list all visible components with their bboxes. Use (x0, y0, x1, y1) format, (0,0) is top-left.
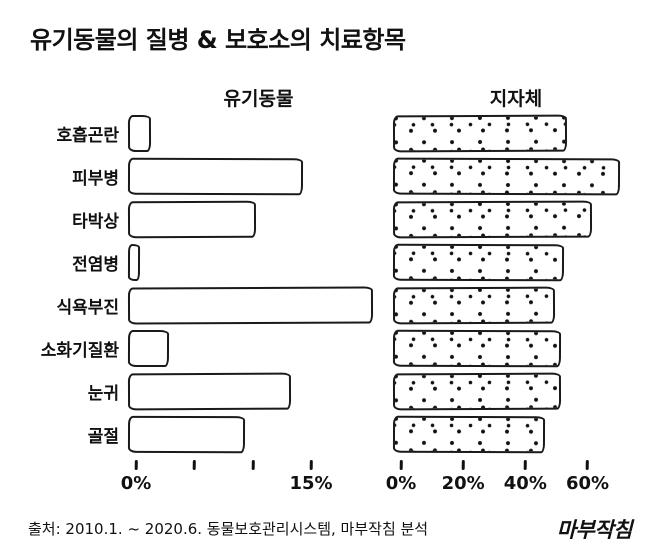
right-bar-track (392, 243, 623, 282)
right-bar-track (392, 372, 623, 411)
category-label: 골절 (87, 427, 119, 447)
right-bar-track (392, 114, 623, 153)
left-bar-track (127, 286, 374, 325)
category-label: 호흡곤란 (56, 126, 119, 146)
right-bar (392, 157, 620, 196)
axis-tick (134, 459, 138, 471)
left-bar (127, 157, 304, 196)
left-bar (127, 114, 152, 153)
axis-tick (399, 459, 403, 471)
right-bar (392, 200, 592, 239)
axis-tick (192, 459, 196, 471)
left-bar (127, 372, 292, 411)
left-bar-track (127, 329, 373, 368)
axis-tick (461, 459, 465, 471)
right-bar-track (392, 415, 623, 454)
brand-logo: 마부작침 (556, 518, 633, 542)
right-bar-track (392, 157, 623, 196)
category-label: 식욕부진 (56, 298, 119, 318)
chart-title: 유기동물의 질병 & 보호소의 치료항목 (30, 26, 406, 54)
left-bar (127, 243, 140, 282)
chart-row: 식욕부진 (30, 284, 623, 327)
chart-row: 소화기질환 (30, 327, 623, 370)
category-label: 소화기질환 (40, 341, 119, 361)
right-bar-track (392, 329, 623, 368)
chart-row: 피부병 (30, 155, 623, 198)
left-bar-track (127, 157, 373, 196)
axis-tick (309, 459, 313, 471)
category-label: 눈귀 (87, 384, 119, 404)
right-bar (392, 415, 546, 454)
left-bar-track (127, 114, 373, 153)
chart-row: 타박상 (30, 198, 623, 241)
right-bar (392, 286, 555, 325)
right-bar-track (392, 200, 623, 239)
x-axis-left: 0% 15% (121, 458, 381, 500)
right-bar (392, 329, 561, 368)
axis-tick (523, 459, 527, 471)
category-label: 피부병 (72, 169, 119, 189)
left-bar (127, 286, 374, 325)
left-bar-track (127, 415, 373, 454)
x-axis-right: 0% 20% 40% 60% (386, 458, 631, 500)
chart-row: 눈귀 (30, 370, 623, 413)
axis-tick-label: 40% (503, 473, 547, 494)
axis-tick (586, 459, 589, 471)
series-header-right: 지자체 (489, 88, 543, 110)
right-bar-track (392, 286, 623, 325)
chart-row: 골절 (30, 413, 623, 456)
left-bar (127, 415, 245, 454)
axis-tick-label: 20% (441, 473, 485, 494)
source-note: 출처: 2010.1. ~ 2020.6. 동물보호관리시스템, 마부작침 분석 (28, 520, 429, 538)
category-label: 전염병 (72, 255, 119, 275)
left-bar (127, 329, 169, 368)
left-bar-track (127, 372, 373, 411)
left-bar-track (127, 200, 373, 239)
axis-tick-label: 60% (565, 473, 610, 494)
chart-row: 호흡곤란 (30, 112, 623, 155)
chart-row: 전염병 (30, 241, 623, 284)
right-bar (392, 372, 561, 411)
left-bar (127, 200, 257, 239)
left-bar-track (127, 243, 373, 282)
axis-tick-label: 15% (289, 473, 333, 494)
category-label: 타박상 (72, 212, 119, 232)
series-header-left: 유기동물 (223, 88, 294, 110)
right-bar (392, 114, 568, 153)
axis-tick-label: 0% (120, 473, 152, 494)
axis-tick (251, 459, 254, 471)
axis-tick-label: 0% (385, 473, 417, 494)
right-bar (392, 243, 564, 282)
